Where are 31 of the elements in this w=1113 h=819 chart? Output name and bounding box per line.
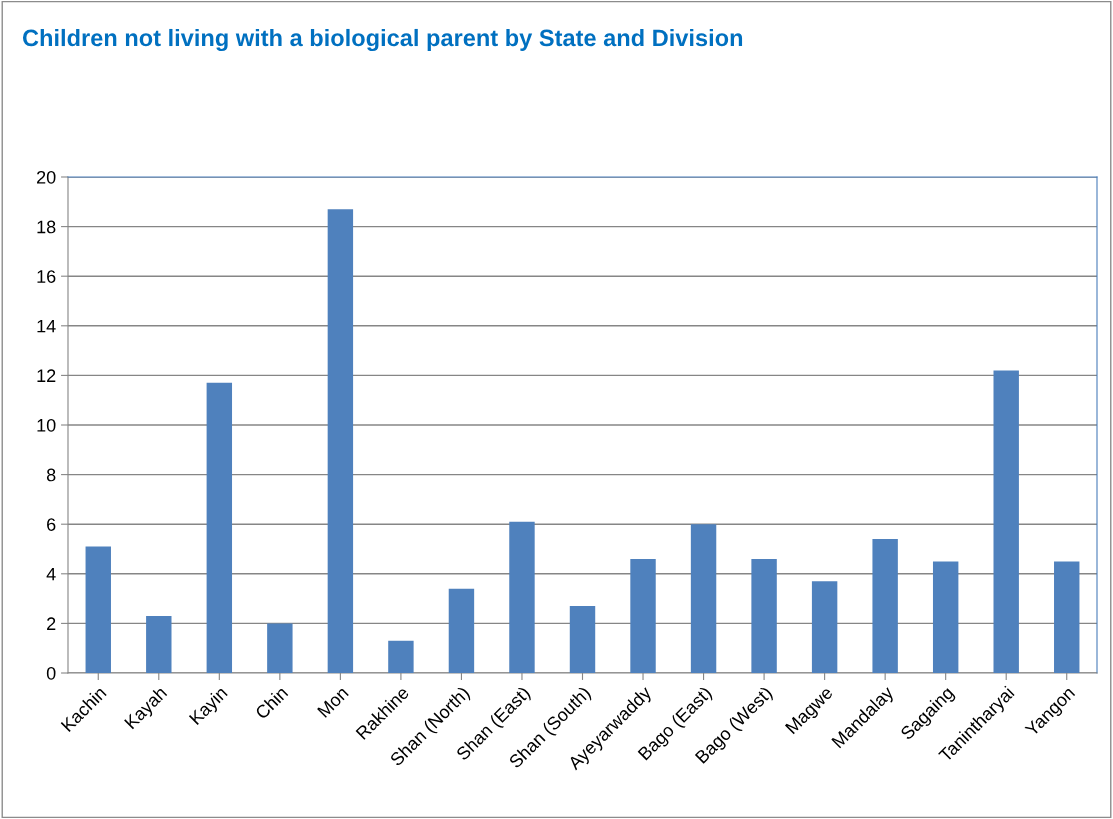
bar [932,561,959,673]
y-tick-label: 6 [47,518,56,531]
y-tick-label: 14 [37,319,56,333]
x-tick-label: Mon [317,686,349,718]
bar [146,615,172,673]
bar [388,640,414,673]
bar [509,521,535,673]
y-tick-label: 18 [37,220,56,234]
bar [448,588,475,673]
bar [872,539,898,673]
bar [811,581,838,673]
bar [630,558,656,673]
y-tick-label: 2 [47,617,56,630]
y-tick-label: 12 [37,369,56,382]
y-tick-label: 10 [37,418,56,432]
x-tick-label: Chin [254,685,289,720]
bar [206,382,233,673]
bar [327,209,354,673]
y-tick-label: 8 [46,468,56,482]
bar [85,546,111,673]
bar [267,623,293,673]
bar [751,558,777,673]
y-tick-label: 20 [37,170,56,184]
chart-title: Children not living with a biological parent by State and Division [22,28,743,52]
bar [690,524,717,673]
y-tick-label: 0 [46,666,56,680]
y-tick-label: 16 [37,270,56,283]
y-tick-label: 4 [46,567,56,581]
bar [569,606,596,673]
bar [993,370,1019,673]
bar [1054,561,1080,673]
